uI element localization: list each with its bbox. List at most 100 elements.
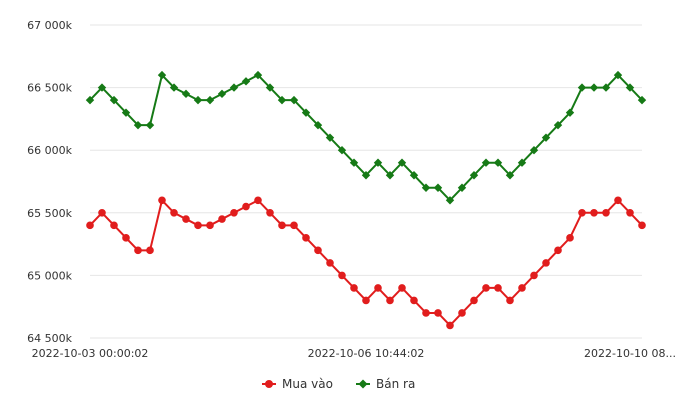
data-point[interactable] [398,284,406,292]
data-point[interactable] [422,309,430,317]
data-point[interactable] [169,83,179,92]
data-point[interactable] [206,221,214,230]
chart-legend[interactable]: Mua vào Bán ra [262,377,415,391]
legend-item-mua-vao[interactable]: Mua vào [262,377,333,391]
legend-item-ban-ra[interactable]: Bán ra [356,377,415,391]
data-point[interactable] [637,95,647,105]
data-point[interactable] [301,108,311,117]
data-point[interactable] [470,296,478,305]
x-axis-tick-labels: 2022-10-03 00:00:02 2022-10-06 10:44:02 20… [32,347,676,360]
data-point[interactable] [506,296,514,305]
data-point[interactable] [217,89,227,99]
data-point[interactable] [122,234,130,242]
data-point[interactable] [253,70,263,80]
data-point[interactable] [242,202,250,211]
data-point[interactable] [614,196,622,205]
data-point[interactable] [529,146,539,155]
data-point[interactable] [457,183,467,192]
data-point[interactable] [374,284,382,292]
data-point[interactable] [229,83,239,92]
data-point[interactable] [602,209,610,217]
data-point[interactable] [397,158,407,167]
data-point[interactable] [98,209,106,217]
data-point[interactable] [409,171,419,180]
data-point[interactable] [410,296,418,305]
data-point[interactable] [97,83,107,92]
data-point[interactable] [277,95,287,105]
data-point[interactable] [446,321,454,330]
data-point[interactable] [554,246,562,255]
data-point[interactable] [445,196,455,205]
data-point[interactable] [589,83,599,92]
data-point[interactable] [385,171,395,180]
data-point[interactable] [170,209,178,217]
data-point[interactable] [205,95,215,105]
data-point[interactable] [254,196,262,205]
data-point[interactable] [542,259,550,267]
data-point[interactable] [289,95,299,105]
data-point[interactable] [194,221,202,230]
data-point[interactable] [373,158,383,167]
data-point[interactable] [481,158,491,167]
data-point[interactable] [433,183,443,192]
data-point[interactable] [157,70,167,80]
data-point[interactable] [578,209,586,217]
data-point[interactable] [577,83,587,92]
data-point[interactable] [458,309,466,317]
data-point[interactable] [109,95,119,105]
data-point[interactable] [313,120,323,130]
data-point[interactable] [110,221,118,230]
data-point[interactable] [482,284,490,292]
data-point[interactable] [145,120,155,130]
data-point[interactable] [337,146,347,155]
data-point[interactable] [518,284,526,292]
data-point[interactable] [85,95,95,105]
data-point[interactable] [350,284,358,292]
data-point[interactable] [241,77,251,86]
data-point[interactable] [349,158,359,167]
data-point[interactable] [434,309,442,317]
data-point[interactable] [613,70,623,80]
data-point[interactable] [530,271,538,280]
data-point[interactable] [314,246,322,255]
data-point[interactable] [361,171,371,180]
data-point[interactable] [469,171,479,180]
data-point[interactable] [505,171,515,180]
data-point[interactable] [182,215,190,223]
data-point[interactable] [302,234,310,242]
data-point[interactable] [266,209,274,217]
data-point[interactable] [181,89,191,99]
data-point[interactable] [566,234,574,242]
data-point[interactable] [133,120,143,130]
data-point[interactable] [265,83,275,92]
data-point[interactable] [541,133,551,142]
data-point[interactable] [638,221,646,230]
x-tick-label: 2022-10-06 10:44:02 [308,347,425,360]
data-point[interactable] [146,246,154,255]
data-point[interactable] [565,108,575,117]
data-point[interactable] [590,209,598,217]
data-point[interactable] [326,259,334,267]
series-mua-vao [86,196,646,330]
data-point[interactable] [134,246,142,255]
data-point[interactable] [386,296,394,305]
data-point[interactable] [86,221,94,230]
data-point[interactable] [421,183,431,192]
data-point[interactable] [278,221,286,230]
data-point[interactable] [362,296,370,305]
data-point[interactable] [625,83,635,92]
data-point[interactable] [158,196,166,205]
data-point[interactable] [626,209,634,217]
data-point[interactable] [553,120,563,130]
data-point[interactable] [517,158,527,167]
data-point[interactable] [338,271,346,280]
data-point[interactable] [121,108,131,117]
data-point[interactable] [601,83,611,92]
data-point[interactable] [218,215,226,223]
data-point[interactable] [325,133,335,142]
data-point[interactable] [290,221,298,230]
data-point[interactable] [494,284,502,292]
data-point[interactable] [230,209,238,217]
data-point[interactable] [493,158,503,167]
data-point[interactable] [193,95,203,105]
